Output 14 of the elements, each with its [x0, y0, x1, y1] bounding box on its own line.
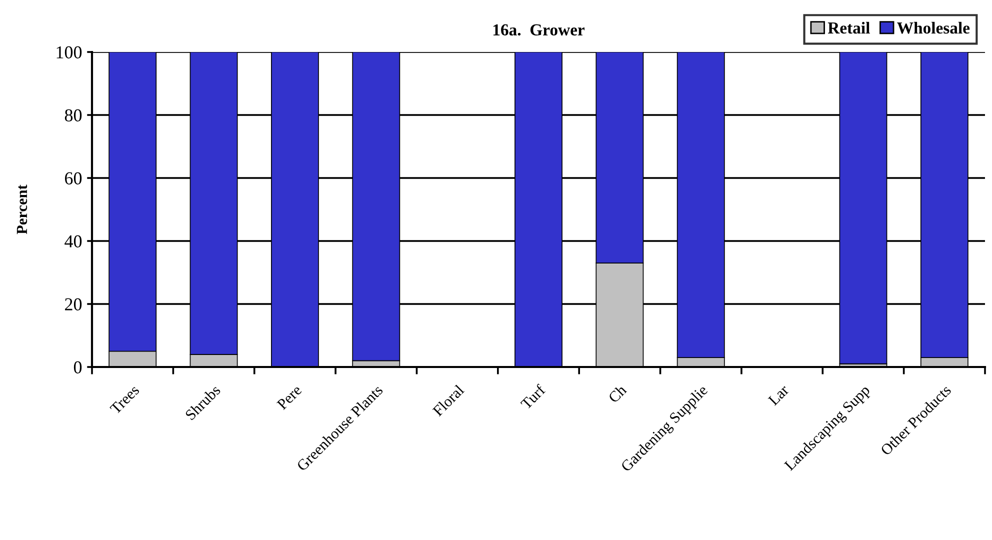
x-tick-label: Ch: [608, 384, 628, 404]
y-tick-label: 60: [65, 172, 82, 184]
y-tick-label: 80: [64, 109, 82, 122]
x-tick-label: Lar: [768, 384, 790, 406]
chart-title: 16a. Grower: [493, 24, 585, 36]
legend-label: Retail: [828, 22, 870, 34]
y-tick-label: 20: [65, 298, 82, 310]
y-tick-label: 100: [56, 46, 82, 58]
legend-label: Wholesale: [897, 22, 970, 34]
y-tick-label: 0: [74, 361, 82, 374]
y-axis-title: Percent: [16, 184, 28, 234]
y-tick-label: 40: [64, 235, 82, 248]
x-tick-label: Pere: [276, 384, 302, 410]
x-tick-label: Turf: [520, 384, 546, 410]
